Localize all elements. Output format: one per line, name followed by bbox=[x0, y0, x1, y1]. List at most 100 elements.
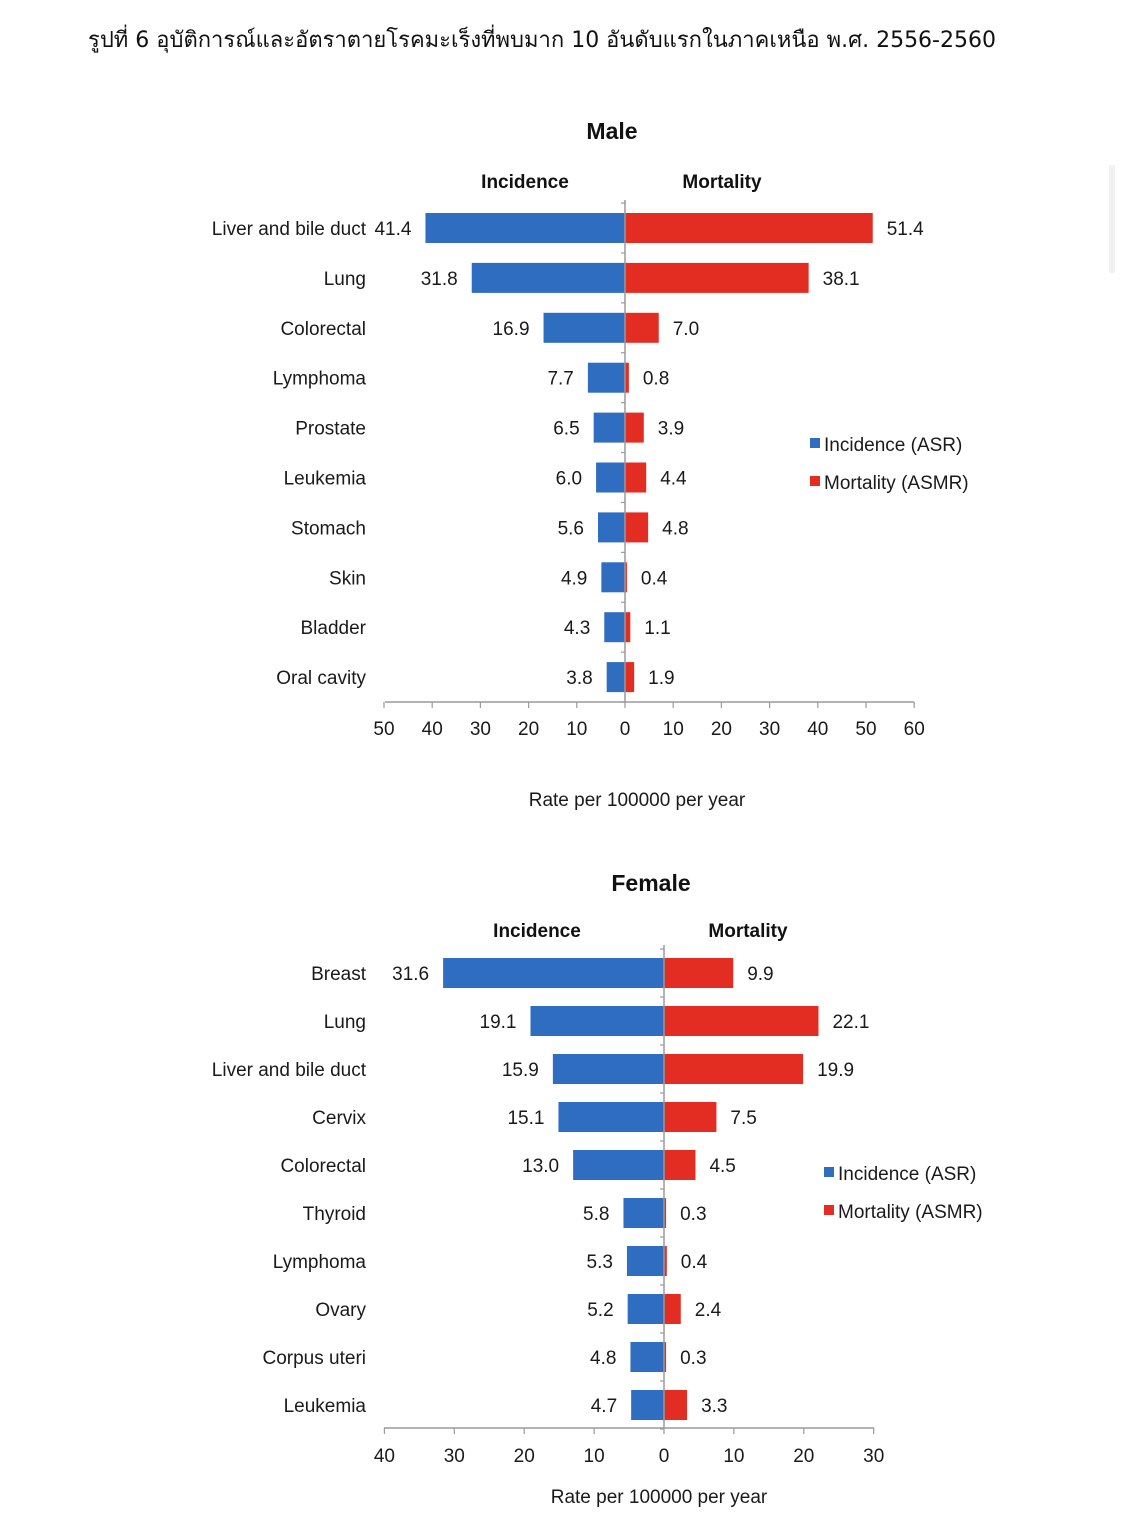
mortality-bar bbox=[625, 662, 635, 693]
mortality-bar bbox=[625, 562, 627, 593]
mortality-value-label: 22.1 bbox=[832, 1012, 869, 1033]
legend-incidence-label: Incidence (ASR) bbox=[824, 435, 962, 456]
incidence-bar bbox=[543, 312, 625, 343]
incidence-value-label: 41.4 bbox=[374, 219, 411, 240]
incidence-bar bbox=[558, 1102, 664, 1132]
category-label: Stomach bbox=[291, 518, 366, 539]
incidence-header: Incidence bbox=[493, 921, 581, 942]
category-label: Prostate bbox=[295, 419, 366, 440]
x-tick-label: 40 bbox=[807, 719, 828, 740]
mortality-bar bbox=[625, 213, 873, 243]
mortality-value-label: 0.4 bbox=[681, 1252, 708, 1273]
incidence-value-label: 16.9 bbox=[493, 319, 530, 340]
legend-mortality-label: Mortality (ASMR) bbox=[838, 1202, 983, 1223]
incidence-value-label: 31.6 bbox=[392, 964, 429, 985]
incidence-bar bbox=[593, 412, 625, 443]
mortality-value-label: 0.3 bbox=[680, 1348, 706, 1369]
category-label: Ovary bbox=[315, 1300, 366, 1321]
incidence-bar bbox=[626, 1246, 664, 1276]
x-axis-title: Rate per 100000 per year bbox=[551, 1487, 768, 1508]
incidence-bar bbox=[601, 562, 625, 593]
mortality-value-label: 19.9 bbox=[817, 1060, 854, 1081]
category-label: Liver and bile duct bbox=[212, 1060, 367, 1081]
category-label: Lymphoma bbox=[273, 1252, 367, 1273]
mortality-bar bbox=[664, 1294, 681, 1324]
category-label: Leukemia bbox=[284, 1396, 367, 1417]
category-label: Lung bbox=[324, 269, 366, 290]
x-tick-label: 30 bbox=[863, 1446, 884, 1467]
x-tick-label: 10 bbox=[566, 719, 587, 740]
category-label: Colorectal bbox=[280, 1156, 366, 1177]
incidence-value-label: 4.7 bbox=[591, 1396, 617, 1417]
x-tick-label: 40 bbox=[422, 719, 443, 740]
mortality-bar bbox=[664, 1150, 696, 1180]
mortality-value-label: 1.9 bbox=[648, 668, 674, 689]
mortality-value-label: 0.4 bbox=[641, 568, 668, 589]
incidence-bar bbox=[443, 958, 664, 988]
incidence-bar bbox=[630, 1342, 664, 1372]
mortality-value-label: 9.9 bbox=[747, 964, 773, 985]
mortality-value-label: 0.3 bbox=[680, 1204, 706, 1225]
incidence-bar bbox=[623, 1198, 664, 1228]
mortality-bar bbox=[664, 1342, 667, 1372]
incidence-bar bbox=[552, 1054, 664, 1084]
legend-incidence-swatch bbox=[810, 438, 820, 448]
mortality-bar bbox=[664, 1390, 688, 1420]
incidence-bar bbox=[631, 1390, 664, 1420]
x-tick-label: 30 bbox=[444, 1446, 465, 1467]
mortality-header: Mortality bbox=[708, 921, 788, 942]
x-tick-label: 30 bbox=[759, 719, 780, 740]
incidence-value-label: 5.3 bbox=[587, 1252, 613, 1273]
mortality-value-label: 7.0 bbox=[673, 319, 699, 340]
category-label: Corpus uteri bbox=[263, 1348, 367, 1369]
incidence-value-label: 4.9 bbox=[561, 568, 587, 589]
incidence-bar bbox=[471, 262, 625, 293]
incidence-bar bbox=[530, 1006, 664, 1036]
mortality-value-label: 51.4 bbox=[887, 219, 924, 240]
legend-mortality-label: Mortality (ASMR) bbox=[824, 473, 969, 494]
mortality-value-label: 3.3 bbox=[701, 1396, 727, 1417]
x-tick-label: 0 bbox=[659, 1446, 670, 1467]
incidence-bar bbox=[604, 612, 625, 643]
category-label: Liver and bile duct bbox=[212, 219, 367, 240]
incidence-value-label: 5.8 bbox=[583, 1204, 609, 1225]
category-label: Oral cavity bbox=[276, 668, 366, 689]
incidence-value-label: 4.3 bbox=[564, 618, 590, 639]
page-title: รูปที่ 6 อุบัติการณ์และอัตราตายโรคมะเร็ง… bbox=[88, 28, 996, 53]
mortality-bar bbox=[664, 1102, 717, 1132]
category-label: Breast bbox=[311, 964, 367, 985]
incidence-bar bbox=[627, 1294, 664, 1324]
x-tick-label: 10 bbox=[723, 1446, 744, 1467]
mortality-bar bbox=[625, 462, 647, 493]
mortality-value-label: 2.4 bbox=[695, 1300, 722, 1321]
mortality-bar bbox=[625, 612, 631, 643]
mortality-value-label: 4.5 bbox=[709, 1156, 735, 1177]
mortality-header: Mortality bbox=[682, 172, 762, 193]
category-label: Lung bbox=[324, 1012, 366, 1033]
x-tick-label: 30 bbox=[470, 719, 491, 740]
legend-mortality-swatch bbox=[824, 1205, 834, 1215]
category-label: Colorectal bbox=[280, 319, 366, 340]
mortality-value-label: 38.1 bbox=[823, 269, 860, 290]
mortality-bar bbox=[664, 1006, 819, 1036]
incidence-header: Incidence bbox=[481, 172, 569, 193]
mortality-value-label: 4.4 bbox=[660, 469, 687, 490]
category-label: Bladder bbox=[301, 618, 367, 639]
incidence-bar bbox=[587, 362, 625, 393]
incidence-bar bbox=[596, 462, 625, 493]
mortality-value-label: 1.1 bbox=[644, 618, 670, 639]
incidence-value-label: 4.8 bbox=[590, 1348, 616, 1369]
x-tick-label: 40 bbox=[374, 1446, 395, 1467]
mortality-bar bbox=[664, 958, 734, 988]
incidence-value-label: 7.7 bbox=[547, 369, 573, 390]
legend-incidence-swatch bbox=[824, 1167, 834, 1177]
incidence-bar bbox=[598, 512, 625, 543]
legend-mortality-swatch bbox=[810, 476, 820, 486]
x-tick-label: 10 bbox=[584, 1446, 605, 1467]
mortality-bar bbox=[625, 362, 629, 393]
mortality-bar bbox=[625, 412, 644, 443]
incidence-value-label: 19.1 bbox=[480, 1012, 517, 1033]
mortality-bar bbox=[625, 312, 659, 343]
incidence-bar bbox=[573, 1150, 664, 1180]
